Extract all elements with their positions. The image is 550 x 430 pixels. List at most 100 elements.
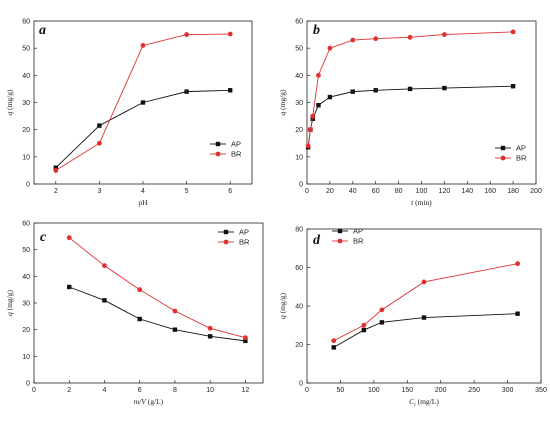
y-tick-label: 60 — [22, 19, 30, 26]
series-BR — [66, 235, 248, 341]
data-point — [316, 72, 321, 78]
data-point — [140, 43, 146, 48]
x-tick-label: 3 — [97, 188, 101, 195]
x-tick-label: 350 — [535, 387, 547, 394]
plot-frame — [306, 228, 542, 384]
data-point — [66, 235, 72, 241]
data-point — [140, 100, 146, 105]
series-AP — [53, 88, 233, 170]
series-line — [307, 31, 514, 147]
y-tick-label: 50 — [22, 247, 30, 254]
series-line — [69, 286, 246, 342]
data-point — [361, 327, 367, 333]
legend-marker — [215, 151, 221, 157]
legend-marker — [500, 145, 506, 151]
data-point — [184, 89, 189, 94]
legend-label: BR — [239, 238, 250, 247]
data-point — [243, 338, 248, 344]
data-point — [305, 143, 311, 149]
x-tick-label: 2 — [54, 188, 58, 195]
data-point — [327, 94, 333, 100]
y-tick-label: 20 — [22, 327, 30, 334]
x-axis-title: t (min) — [411, 198, 432, 207]
y-tick-label: 0 — [26, 381, 30, 388]
data-point — [184, 32, 190, 37]
y-tick-label: 30 — [22, 100, 30, 107]
chart-panel-b: 0 20 40 60 80 100 120 140 160 180 200 0 10 20 30 40 50 60… — [278, 19, 542, 208]
x-tick-label: 100 — [368, 387, 380, 394]
series-BR — [331, 261, 520, 344]
y-tick-label: 50 — [295, 46, 303, 53]
data-point — [207, 334, 213, 339]
legend-marker — [337, 238, 343, 244]
y-tick-label: 10 — [295, 154, 303, 161]
data-point — [102, 263, 107, 269]
series-AP — [67, 284, 248, 344]
x-tick-label: 12 — [241, 387, 249, 394]
data-point — [421, 279, 427, 285]
data-point — [53, 165, 58, 170]
data-point — [308, 127, 313, 133]
legend-marker — [223, 229, 229, 235]
data-point — [421, 315, 427, 320]
y-axis-title: q (mg/g) — [5, 289, 14, 316]
series-AP — [305, 84, 516, 150]
y-tick-label: 60 — [22, 221, 30, 228]
x-tick-label: 5 — [185, 188, 189, 195]
data-point — [172, 308, 178, 314]
y-axis-title: q (mg/g) — [278, 89, 287, 116]
y-axis-title: q (mg/g) — [278, 292, 287, 319]
y-axis-title: q (mg/g) — [5, 89, 14, 116]
x-tick-label: 4 — [141, 188, 145, 195]
x-axis-title: pH — [138, 198, 148, 207]
data-point — [67, 284, 72, 290]
y-tick-label: 40 — [22, 73, 30, 80]
data-point — [373, 36, 379, 42]
x-tick-label: 6 — [138, 387, 142, 394]
data-point — [228, 88, 233, 93]
data-point — [137, 287, 143, 293]
x-tick-label: 300 — [502, 387, 514, 394]
y-tick-label: 20 — [295, 127, 303, 134]
x-tick-label: 140 — [461, 188, 473, 195]
y-tick-label: 10 — [22, 154, 30, 161]
y-tick-label: 80 — [295, 227, 303, 234]
series-line — [68, 237, 246, 339]
data-point — [331, 345, 336, 350]
series-line — [307, 85, 514, 148]
plot-frame — [33, 222, 264, 384]
x-tick-label: 250 — [468, 387, 480, 394]
data-point — [361, 322, 367, 328]
y-tick-label: 20 — [295, 342, 303, 349]
data-point — [379, 320, 385, 325]
data-point — [350, 37, 356, 43]
x-tick-label: 20 — [326, 188, 334, 195]
y-tick-label: 0 — [299, 182, 303, 189]
x-tick-label: 2 — [67, 387, 71, 394]
legend-label: BR — [516, 154, 527, 163]
x-tick-label: 0 — [305, 387, 309, 394]
x-tick-label: 50 — [337, 387, 345, 394]
y-tick-label: 0 — [299, 381, 303, 388]
x-tick-label: 80 — [395, 188, 403, 195]
legend-label: AP — [239, 228, 249, 237]
data-point — [137, 316, 142, 322]
legend-label: BR — [231, 150, 242, 159]
x-tick-label: 10 — [206, 387, 214, 394]
y-tick-label: 30 — [22, 301, 30, 308]
legend-label: AP — [231, 140, 241, 149]
panel-label: c — [40, 230, 47, 245]
x-tick-label: 160 — [484, 188, 496, 195]
panel-label: b — [313, 23, 320, 38]
y-tick-label: 60 — [295, 265, 303, 272]
data-point — [407, 86, 413, 92]
y-tick-label: 40 — [295, 73, 303, 80]
data-point — [97, 140, 102, 146]
x-tick-label: 200 — [435, 387, 447, 394]
data-point — [172, 327, 178, 332]
y-tick-label: 10 — [22, 354, 30, 361]
data-point — [242, 335, 248, 341]
